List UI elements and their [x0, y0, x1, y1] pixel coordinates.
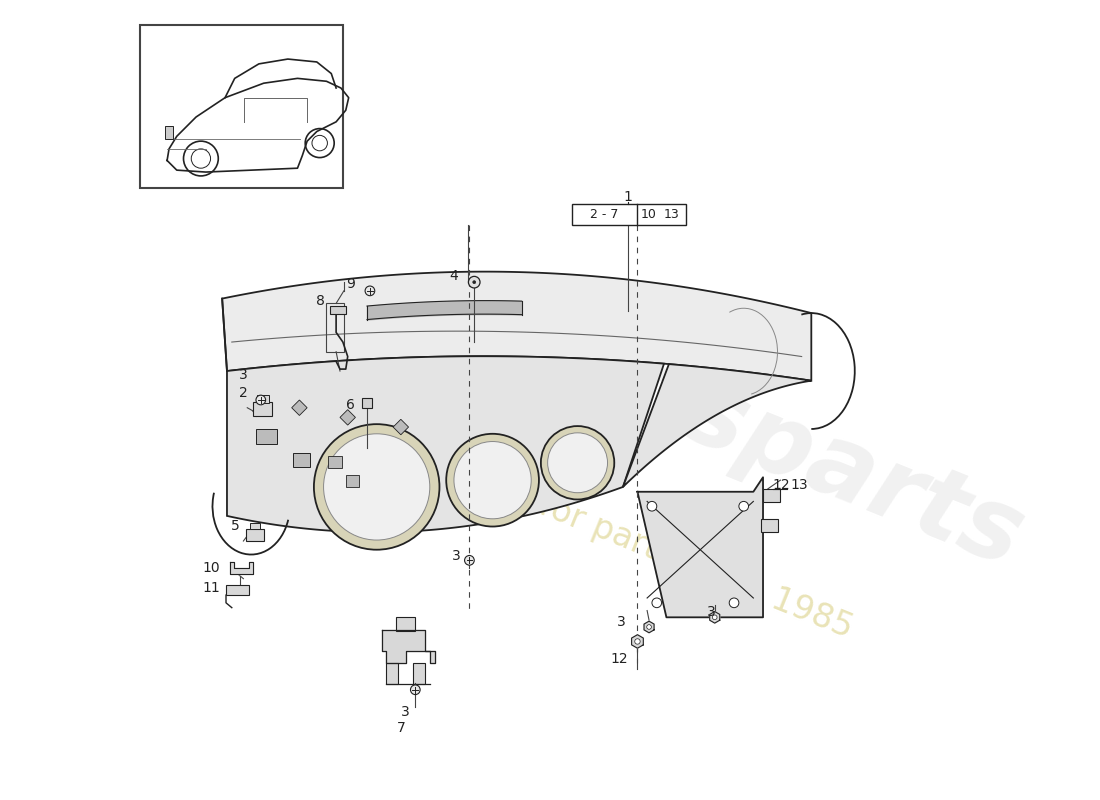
Polygon shape	[623, 364, 812, 487]
Circle shape	[652, 598, 661, 608]
Polygon shape	[403, 460, 418, 475]
Circle shape	[469, 276, 480, 288]
Circle shape	[713, 615, 717, 620]
Circle shape	[647, 502, 657, 511]
Text: 4: 4	[449, 270, 458, 283]
Text: 1: 1	[624, 190, 632, 204]
Polygon shape	[230, 562, 253, 574]
Polygon shape	[222, 272, 812, 381]
Bar	[386, 662, 398, 684]
Polygon shape	[340, 410, 355, 425]
Bar	[165, 126, 173, 139]
Circle shape	[729, 598, 739, 608]
Text: 5: 5	[231, 518, 240, 533]
Text: 3: 3	[239, 368, 248, 382]
Text: a passion for parts since 1985: a passion for parts since 1985	[378, 426, 858, 645]
Bar	[329, 456, 342, 468]
Circle shape	[365, 286, 375, 296]
Bar	[257, 395, 268, 403]
Text: 3: 3	[452, 550, 461, 563]
Bar	[256, 429, 277, 445]
Polygon shape	[393, 419, 408, 434]
Polygon shape	[292, 400, 307, 415]
Polygon shape	[710, 611, 719, 623]
Bar	[362, 398, 372, 408]
Polygon shape	[644, 621, 654, 633]
Text: 12: 12	[772, 478, 790, 492]
Circle shape	[256, 395, 265, 405]
Text: 11: 11	[202, 582, 220, 595]
Text: 3: 3	[707, 606, 716, 619]
Text: 3: 3	[402, 705, 410, 719]
Bar	[253, 402, 273, 417]
Text: 2 - 7: 2 - 7	[591, 208, 619, 221]
Bar	[396, 618, 416, 631]
Bar	[345, 475, 360, 487]
Bar	[763, 489, 780, 502]
Text: 3: 3	[617, 615, 626, 629]
Polygon shape	[382, 630, 435, 662]
Bar	[246, 530, 264, 541]
Circle shape	[454, 442, 531, 518]
Circle shape	[447, 434, 539, 526]
Text: 8: 8	[316, 294, 324, 309]
Circle shape	[323, 434, 430, 540]
Polygon shape	[638, 478, 763, 618]
Text: 13: 13	[790, 478, 807, 492]
Bar	[226, 586, 250, 595]
Bar	[140, 26, 343, 187]
Polygon shape	[631, 634, 644, 648]
Circle shape	[635, 638, 640, 644]
Circle shape	[548, 433, 607, 493]
Bar	[327, 303, 344, 352]
Bar	[330, 306, 345, 314]
Circle shape	[739, 502, 748, 511]
Text: 13: 13	[663, 208, 679, 221]
Text: 10: 10	[641, 208, 657, 221]
Text: eurosparts: eurosparts	[432, 270, 1036, 589]
Bar	[761, 518, 779, 532]
Circle shape	[410, 685, 420, 694]
Text: 7: 7	[396, 722, 405, 735]
Text: 9: 9	[346, 277, 355, 291]
Circle shape	[647, 625, 651, 630]
Text: 2: 2	[239, 386, 248, 400]
Text: 10: 10	[202, 561, 220, 575]
Circle shape	[314, 424, 440, 550]
Bar	[250, 522, 260, 530]
Text: 12: 12	[610, 652, 628, 666]
Circle shape	[464, 555, 474, 565]
Bar	[293, 453, 310, 466]
Circle shape	[473, 281, 475, 284]
Bar	[414, 662, 425, 684]
Circle shape	[541, 426, 614, 499]
Text: 6: 6	[345, 398, 354, 412]
Bar	[572, 204, 685, 225]
Polygon shape	[227, 356, 664, 532]
